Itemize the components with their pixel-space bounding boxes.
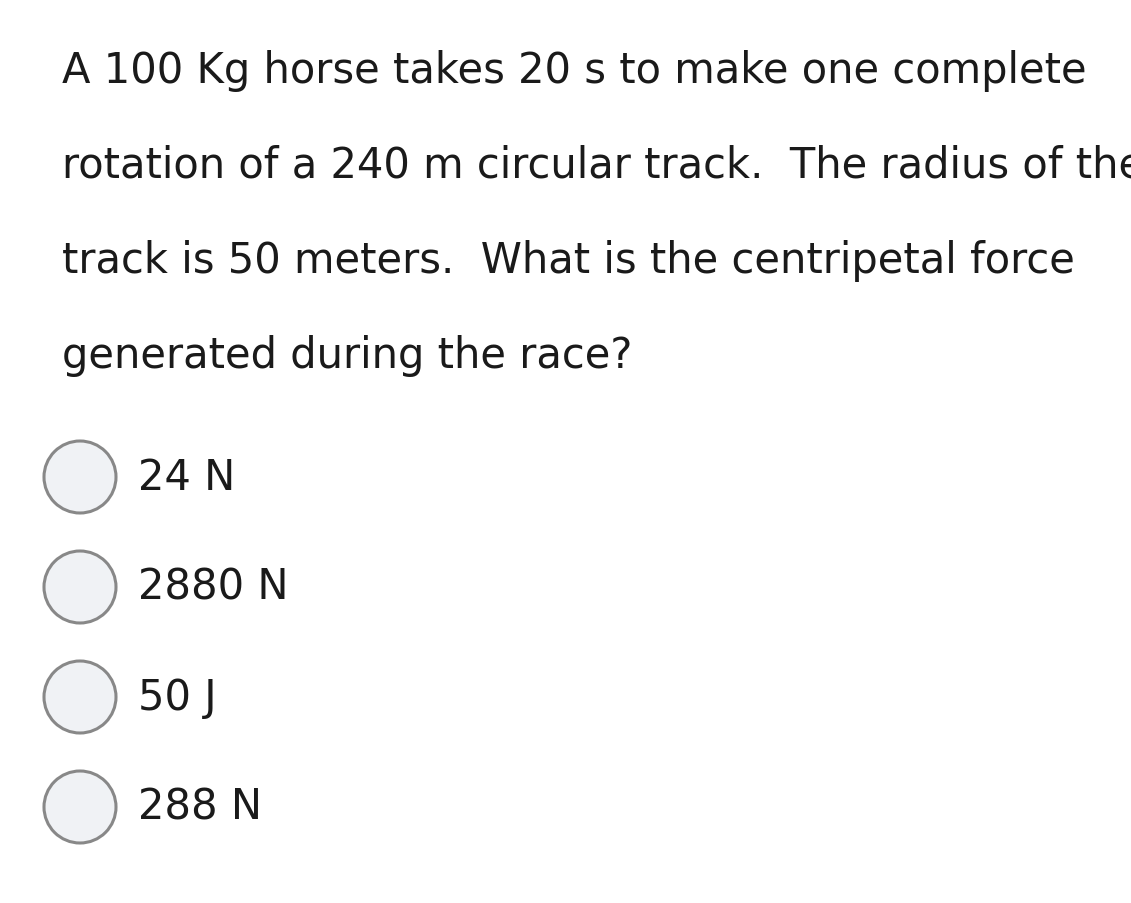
Text: 2880 N: 2880 N	[138, 566, 288, 609]
Circle shape	[44, 442, 116, 514]
Text: rotation of a 240 m circular track.  The radius of the: rotation of a 240 m circular track. The …	[62, 144, 1131, 187]
Circle shape	[44, 771, 116, 843]
Circle shape	[44, 552, 116, 623]
Text: 24 N: 24 N	[138, 457, 235, 498]
Text: A 100 Kg horse takes 20 s to make one complete: A 100 Kg horse takes 20 s to make one co…	[62, 50, 1087, 92]
Text: generated during the race?: generated during the race?	[62, 335, 632, 377]
Text: track is 50 meters.  What is the centripetal force: track is 50 meters. What is the centripe…	[62, 239, 1074, 282]
Text: 288 N: 288 N	[138, 787, 262, 828]
Text: 50 J: 50 J	[138, 676, 217, 718]
Circle shape	[44, 661, 116, 733]
